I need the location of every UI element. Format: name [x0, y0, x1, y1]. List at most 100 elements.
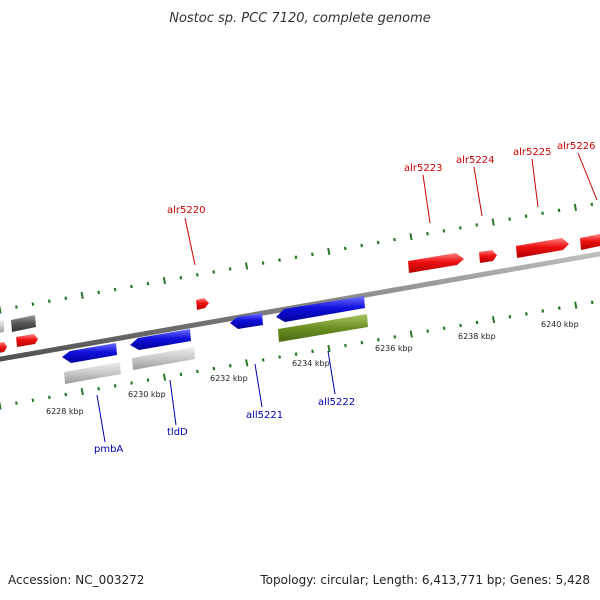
minor-tick [196, 369, 199, 374]
minor-tick [508, 315, 512, 319]
minor-tick [343, 246, 347, 251]
gene-label-all5222[interactable]: all5222 [318, 397, 355, 408]
forward-tick-row [0, 202, 594, 314]
label-leader-line [473, 166, 483, 217]
minor-tick [228, 363, 232, 368]
gene-block-gray[interactable] [0, 320, 4, 334]
minor-tick [442, 326, 446, 330]
gene-arrow-forward[interactable] [0, 342, 7, 354]
minor-tick [590, 300, 594, 305]
rna-gene-block[interactable] [132, 347, 195, 370]
scale-label: 6236 kbp [375, 344, 413, 353]
major-tick [491, 218, 495, 226]
minor-tick [64, 296, 68, 300]
gene-arrow-reverse[interactable] [276, 296, 365, 322]
gene-arrow-reverse[interactable] [62, 343, 117, 363]
major-tick [245, 262, 249, 270]
gene-label-alr5224[interactable]: alr5224 [456, 155, 494, 166]
label-leader-line [531, 158, 539, 208]
scale-label: 6232 kbp [210, 374, 248, 383]
minor-tick [442, 229, 446, 233]
gene-label-alr5226[interactable]: alr5226 [557, 141, 595, 152]
green-feature-block[interactable] [278, 314, 368, 342]
minor-tick [475, 223, 479, 227]
gene-label-tldD[interactable]: tldD [167, 427, 188, 438]
forward-genes [0, 234, 600, 354]
minor-tick [130, 381, 133, 385]
major-tick [327, 344, 331, 353]
map-title: Nostoc sp. PCC 7120, complete genome [169, 11, 431, 26]
minor-tick [179, 372, 183, 377]
major-tick [245, 359, 249, 367]
major-tick [491, 316, 496, 324]
minor-tick [278, 258, 281, 262]
minor-tick [557, 306, 561, 310]
scale-label: 6234 kbp [292, 359, 330, 368]
scale-label: 6240 kbp [541, 320, 579, 329]
gene-arrow-forward[interactable] [580, 234, 600, 250]
label-leader-line [96, 394, 106, 443]
minor-tick [15, 305, 18, 309]
minor-tick [146, 378, 150, 382]
minor-tick [525, 312, 528, 316]
gene-label-alr5225[interactable]: alr5225 [513, 147, 551, 158]
gene-label-alr5223[interactable]: alr5223 [404, 163, 442, 174]
minor-tick [212, 366, 216, 371]
gene-arrow-forward[interactable] [16, 334, 38, 347]
gene-arrow-forward[interactable] [516, 238, 569, 258]
minor-tick [541, 211, 544, 215]
gene-arrow-reverse[interactable] [130, 329, 191, 350]
minor-tick [426, 232, 429, 236]
minor-tick [294, 255, 298, 259]
gene-label-alr5220[interactable]: alr5220 [167, 205, 205, 216]
label-leader-line [169, 379, 177, 426]
minor-tick [311, 349, 314, 354]
minor-tick [278, 355, 281, 359]
label-leader-line [184, 217, 196, 266]
minor-tick [31, 302, 35, 306]
minor-tick [294, 352, 298, 357]
gene-block-dark[interactable] [11, 315, 36, 332]
minor-tick [459, 226, 462, 230]
minor-tick [557, 208, 561, 213]
minor-tick [426, 329, 430, 333]
label-leader-line [327, 350, 336, 395]
minor-tick [475, 320, 479, 325]
major-tick [409, 233, 413, 241]
label-leader-line [254, 363, 263, 408]
minor-tick [130, 284, 133, 289]
minor-tick [113, 384, 117, 388]
gene-label-all5221[interactable]: all5221 [246, 410, 283, 421]
minor-tick [97, 386, 101, 391]
major-tick [80, 291, 84, 299]
forward-gene-labels: alr5220 alr5223 alr5224 alr5225 alr5226 [167, 141, 598, 266]
minor-tick [212, 270, 216, 274]
accession-text: Accession: NC_003272 [8, 573, 145, 587]
major-tick [162, 373, 167, 381]
minor-tick [459, 323, 462, 328]
gene-arrow-forward[interactable] [408, 253, 464, 273]
minor-tick [48, 395, 51, 400]
minor-tick [261, 261, 265, 265]
gene-arrow-forward[interactable] [479, 250, 497, 263]
minor-tick [261, 358, 265, 362]
gene-arrow-forward[interactable] [196, 298, 209, 310]
scale-label: 6230 kbp [128, 390, 166, 399]
gene-label-pmbA[interactable]: pmbA [94, 444, 123, 455]
minor-tick [590, 202, 594, 207]
major-tick [409, 330, 413, 338]
minor-tick [195, 272, 199, 277]
major-tick [0, 402, 2, 410]
major-tick [574, 301, 578, 309]
major-tick [0, 306, 2, 314]
minor-tick [360, 243, 364, 248]
gene-arrow-reverse[interactable] [230, 313, 263, 329]
minor-tick [344, 343, 347, 348]
minor-tick [47, 299, 51, 304]
minor-tick [64, 392, 68, 397]
reverse-genes [62, 296, 368, 384]
minor-tick [311, 252, 314, 257]
rna-gene-block[interactable] [64, 362, 121, 384]
minor-tick [228, 267, 232, 271]
